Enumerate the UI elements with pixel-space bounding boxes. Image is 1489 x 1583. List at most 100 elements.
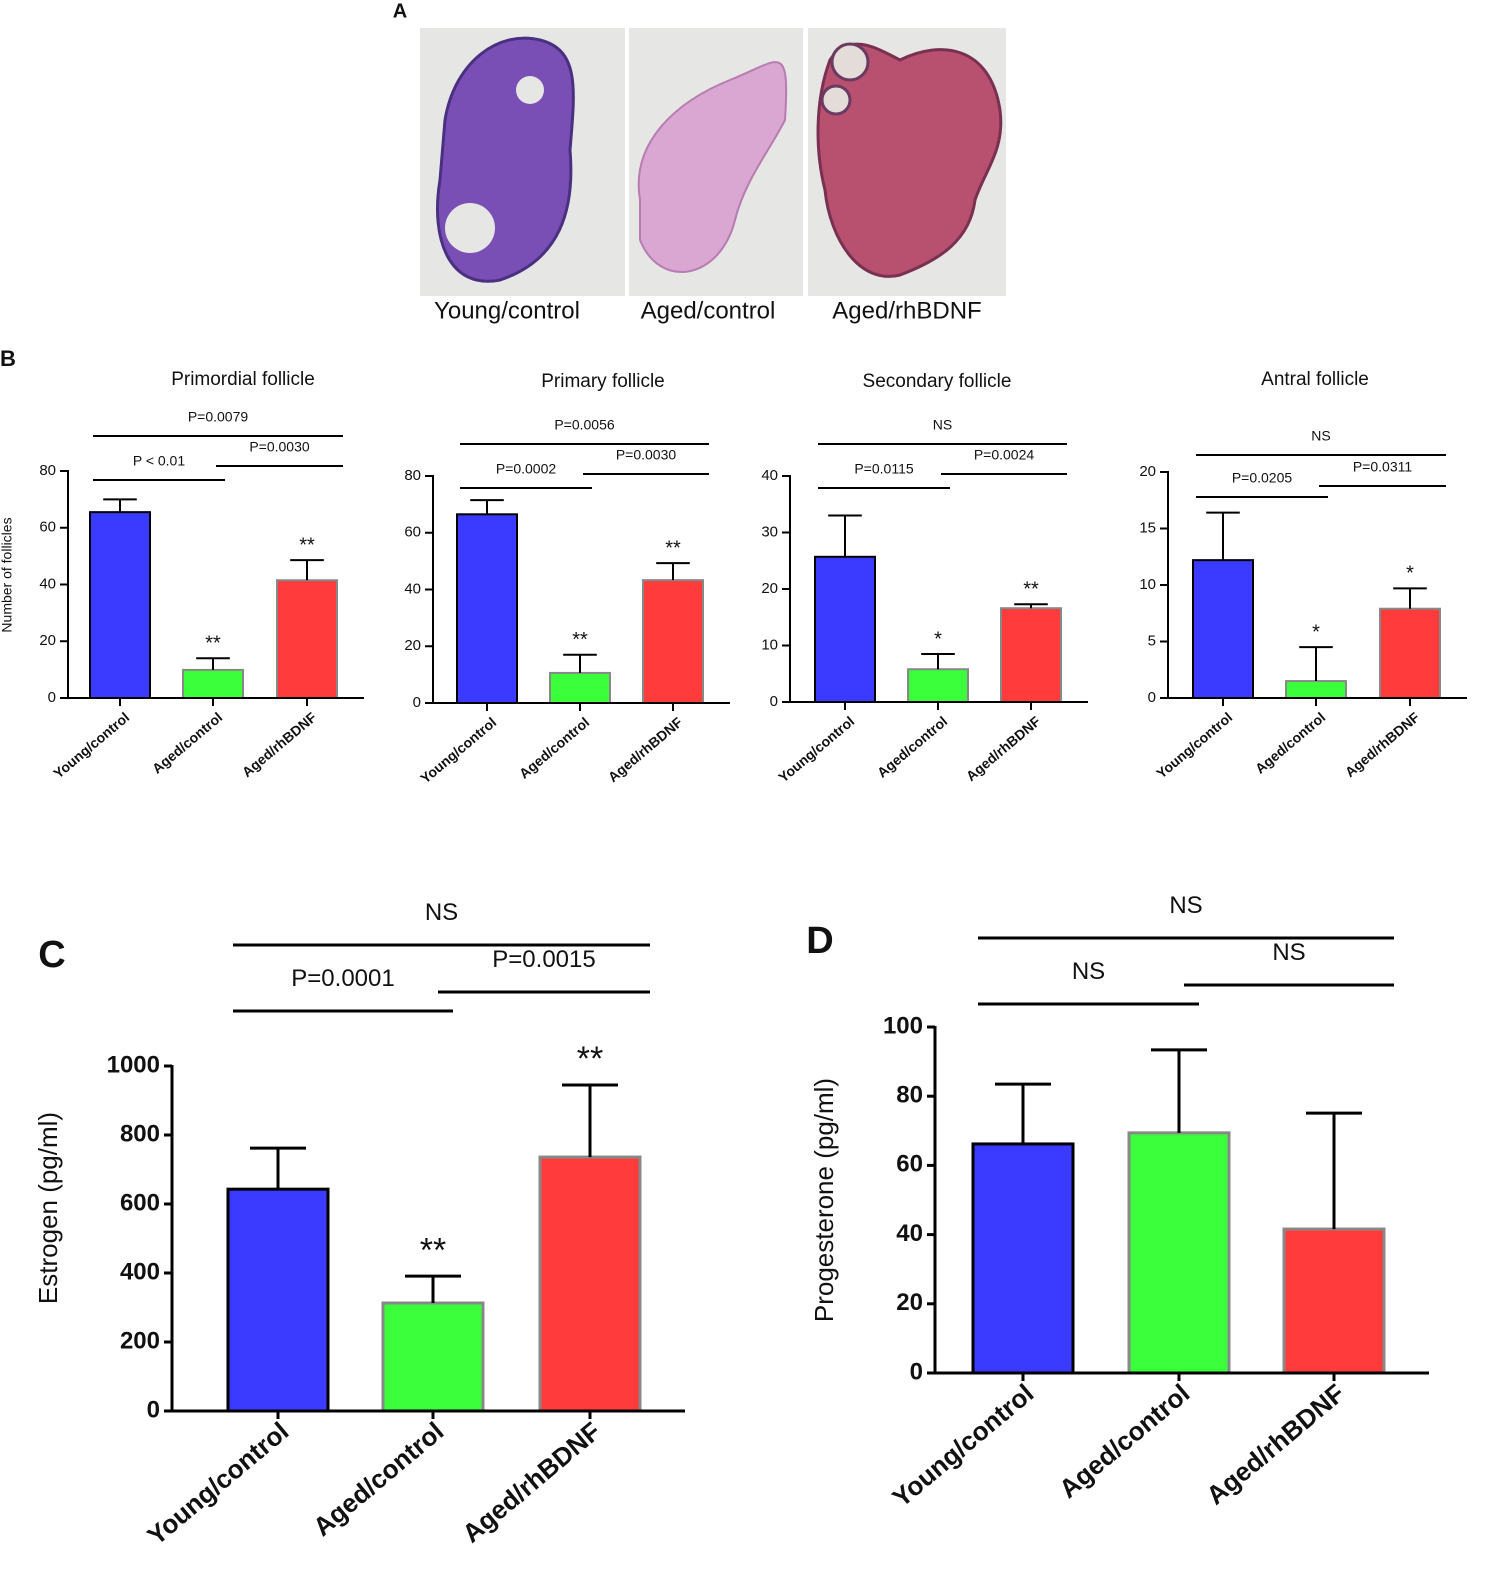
error-bar	[1306, 1111, 1362, 1230]
y-tick-label: 80	[39, 462, 56, 479]
y-tick-label: 20	[404, 637, 421, 654]
y-tick-label: 60	[39, 519, 56, 536]
bar	[182, 668, 244, 700]
y-tick-label: 5	[1148, 632, 1156, 649]
bar	[538, 1155, 642, 1413]
y-tick-label: 10	[1139, 576, 1156, 593]
p-value-label: NS	[933, 417, 952, 433]
y-tick-label: 1000	[107, 1051, 160, 1078]
p-value-label: P=0.0002	[496, 461, 557, 477]
bar	[1282, 1227, 1386, 1375]
p-value-label: P=0.0311	[1353, 459, 1413, 475]
follicle	[830, 42, 870, 82]
p-value-label: NS	[425, 899, 458, 926]
x-tick-label: Aged/control	[1252, 709, 1328, 777]
y-tick-label: 0	[910, 1358, 923, 1385]
chart-title: Antral follicle	[1261, 369, 1369, 390]
error-bar	[1299, 646, 1333, 682]
y-tick-label: 0	[48, 689, 56, 706]
error-bar	[470, 499, 504, 515]
error-bar	[1151, 1048, 1207, 1133]
error-bar	[921, 652, 955, 670]
bar	[456, 513, 518, 705]
y-tick-label: 10	[761, 636, 778, 653]
y-tick-label: 80	[896, 1082, 923, 1109]
bar	[1285, 680, 1347, 699]
bar	[1192, 559, 1254, 700]
y-tick-label: 0	[413, 694, 421, 711]
follicle	[516, 76, 544, 104]
x-tick-label: Aged/control	[516, 714, 592, 782]
y-tick-label: 200	[120, 1327, 160, 1354]
p-value-label: P=0.0001	[291, 965, 394, 992]
y-axis-label: Estrogen (pg/ml)	[33, 1112, 63, 1304]
error-bar	[1393, 587, 1427, 609]
y-tick-label: 60	[896, 1151, 923, 1178]
error-bar	[995, 1082, 1051, 1144]
p-value-label: NS	[1072, 958, 1105, 985]
image-caption: Aged/rhBDNF	[832, 297, 981, 324]
y-tick-label: 40	[896, 1220, 923, 1247]
p-value-label: P=0.0030	[249, 439, 310, 455]
error-bar	[563, 653, 597, 673]
x-tick-label: Young/control	[50, 709, 132, 782]
error-bar	[656, 562, 690, 581]
error-bar	[103, 498, 137, 513]
error-bar	[250, 1146, 306, 1190]
p-value-label: P=0.0205	[1232, 470, 1293, 486]
significance-star: *	[1312, 621, 1320, 643]
panel-a-images	[420, 28, 1006, 296]
tissue-section	[637, 61, 788, 274]
x-tick-label: Aged/control	[874, 713, 950, 781]
p-value-label: P=0.0056	[554, 417, 615, 433]
p-value-label: P=0.0024	[974, 447, 1035, 463]
error-bar	[1206, 511, 1240, 561]
bar	[226, 1187, 330, 1413]
significance-star: **	[1023, 579, 1039, 601]
y-tick-label: 20	[761, 580, 778, 597]
panel-label: D	[806, 920, 833, 962]
bar	[89, 511, 151, 699]
p-value-label: P=0.0015	[492, 946, 595, 973]
bar	[1379, 607, 1441, 699]
p-value-label: P=0.0079	[188, 409, 249, 425]
significance-star: **	[577, 1040, 603, 1078]
y-axis-label: Progesterone (pg/ml)	[809, 1078, 839, 1322]
y-tick-label: 0	[147, 1396, 160, 1423]
y-tick-label: 20	[1139, 463, 1156, 480]
bar	[907, 668, 969, 703]
x-tick-label: Aged/control	[1053, 1378, 1195, 1504]
y-tick-label: 0	[1148, 689, 1156, 706]
x-tick-label: Aged/rhBDNF	[1200, 1378, 1350, 1511]
significance-star: **	[572, 629, 588, 651]
y-tick-label: 15	[1139, 519, 1156, 536]
error-bar	[290, 559, 324, 581]
y-tick-label: 20	[39, 632, 56, 649]
x-tick-label: Aged/rhBDNF	[605, 714, 686, 786]
image-caption: Young/control	[434, 297, 580, 324]
error-bar	[1014, 603, 1048, 609]
follicle	[820, 84, 852, 116]
y-tick-label: 80	[404, 467, 421, 484]
error-bar	[405, 1274, 461, 1304]
significance-star: *	[934, 628, 942, 650]
chart-title: Primary follicle	[541, 371, 665, 392]
y-tick-label: 40	[39, 575, 56, 592]
bar	[276, 579, 338, 700]
x-tick-label: Young/control	[141, 1416, 294, 1551]
bar	[642, 579, 704, 704]
x-tick-label: Young/control	[886, 1378, 1039, 1513]
x-tick-label: Young/control	[417, 714, 499, 787]
panel-label: A	[393, 0, 407, 22]
p-value-label: NS	[1272, 939, 1305, 966]
x-tick-label: Aged/rhBDNF	[1342, 709, 1423, 781]
x-tick-label: Young/control	[775, 713, 857, 786]
tissue-section	[816, 42, 1003, 278]
p-value-label: NS	[1169, 892, 1202, 919]
x-tick-label: Aged/control	[307, 1416, 449, 1542]
y-axis-label: Number of follicles	[0, 517, 15, 632]
y-tick-label: 30	[761, 523, 778, 540]
significance-star: **	[420, 1231, 446, 1269]
error-bar	[562, 1083, 618, 1158]
